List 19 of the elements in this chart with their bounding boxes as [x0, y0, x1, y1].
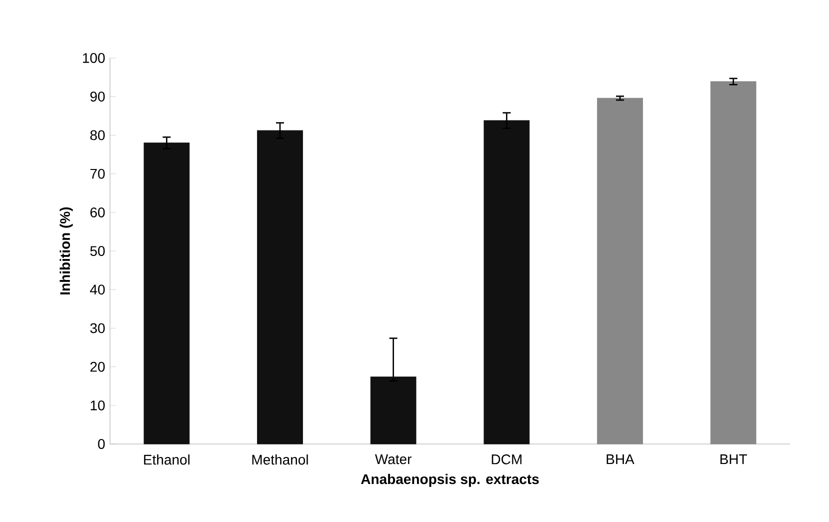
x-axis-title: Anabaenopsis sp. extracts	[361, 474, 539, 487]
x-tick-label: BHT	[720, 454, 747, 464]
y-tick-label: 70	[90, 168, 105, 179]
x-tick-label: DCM	[492, 454, 522, 464]
y-tick-label: 50	[90, 246, 105, 256]
y-tick-label: 30	[90, 323, 105, 334]
y-tick-label: 10	[90, 400, 105, 410]
y-tick-label: 40	[90, 284, 105, 295]
y-tick-label: 90	[90, 92, 105, 102]
y-tick-label: 60	[90, 207, 105, 218]
x-tick-label: BHA	[606, 454, 634, 464]
x-tick-label: Water	[374, 454, 412, 464]
y-axis-title: Inhibition (%)	[60, 207, 73, 294]
y-tick-label: 20	[90, 362, 105, 372]
x-tick-label: Ethanol	[144, 454, 190, 465]
y-tick-label: 80	[90, 130, 105, 140]
x-tick-label: Methanol	[252, 454, 308, 465]
y-tick-label: 100	[83, 53, 105, 63]
y-tick-label: 0	[98, 439, 105, 449]
